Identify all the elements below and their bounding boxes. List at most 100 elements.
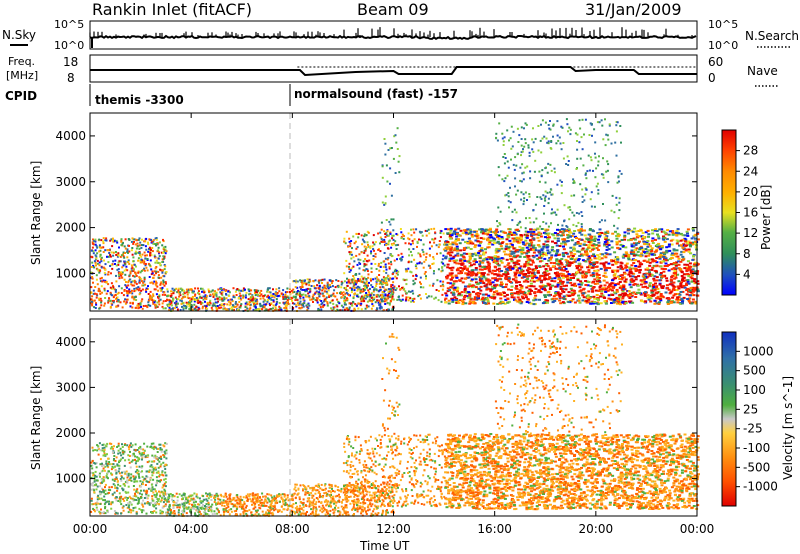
heatmap-cell xyxy=(621,276,624,279)
heatmap-cell xyxy=(384,279,387,281)
heatmap-cell xyxy=(361,238,364,241)
heatmap-cell xyxy=(308,291,311,294)
heatmap-cell xyxy=(343,272,346,275)
heatmap-cell xyxy=(689,265,693,268)
heatmap-cell xyxy=(383,290,386,292)
heatmap-cell xyxy=(255,308,258,311)
heatmap-cell xyxy=(585,271,588,274)
heatmap-cell xyxy=(467,291,471,294)
heatmap-cell xyxy=(164,300,167,302)
heatmap-cell xyxy=(606,231,610,234)
heatmap-cell xyxy=(600,290,604,293)
heatmap-cell xyxy=(139,303,142,306)
heatmap-cell xyxy=(488,283,492,286)
heatmap-cell xyxy=(190,298,193,301)
heatmap-cell xyxy=(370,271,373,273)
heatmap-cell xyxy=(278,305,281,308)
heatmap-cell xyxy=(221,291,224,294)
heatmap-cell xyxy=(301,303,304,306)
heatmap-cell xyxy=(141,261,143,264)
heatmap-cell xyxy=(647,258,651,261)
heatmap-cell xyxy=(455,297,459,300)
heatmap-cell xyxy=(463,296,467,298)
heatmap-cell xyxy=(317,307,320,310)
heatmap-cell xyxy=(452,255,456,258)
heatmap-cell xyxy=(159,282,162,285)
heatmap-cell xyxy=(167,299,170,302)
heatmap-cell xyxy=(585,280,589,283)
heatmap-cell xyxy=(447,299,451,302)
heatmap-cell xyxy=(457,292,461,295)
heatmap-cell xyxy=(96,262,99,265)
heatmap-cell xyxy=(164,293,167,296)
heatmap-cell xyxy=(389,300,392,303)
heatmap-cell xyxy=(547,232,551,235)
heatmap-cell xyxy=(365,304,368,307)
heatmap-cell xyxy=(219,297,222,299)
heatmap-cell xyxy=(525,236,529,239)
heatmap-cell xyxy=(127,279,130,282)
heatmap-cell xyxy=(282,293,284,296)
heatmap-cell xyxy=(138,281,141,284)
heatmap-cell xyxy=(503,295,507,298)
heatmap-cell xyxy=(399,257,402,260)
heatmap-cell xyxy=(149,298,152,301)
heatmap-cell xyxy=(441,266,444,269)
heatmap-cell xyxy=(605,281,609,284)
heatmap-cell xyxy=(490,272,494,275)
heatmap-cell xyxy=(679,232,683,235)
heatmap-cell xyxy=(301,306,304,309)
heatmap-cell xyxy=(138,237,141,240)
heatmap-cell xyxy=(522,276,526,279)
heatmap-cell xyxy=(375,285,378,287)
heatmap-cell xyxy=(376,299,379,302)
heatmap-cell xyxy=(673,274,677,277)
heatmap-cell xyxy=(419,255,422,258)
heatmap-cell xyxy=(225,293,227,295)
heatmap-cell xyxy=(553,280,557,283)
heatmap-cell xyxy=(620,239,624,241)
heatmap-cell xyxy=(486,278,490,281)
heatmap-cell xyxy=(689,276,693,279)
heatmap-cell xyxy=(559,230,563,233)
heatmap-cell xyxy=(98,244,101,247)
heatmap-cell xyxy=(111,300,114,302)
heatmap-cell xyxy=(175,300,178,303)
heatmap-cell xyxy=(487,231,491,234)
heatmap-cell xyxy=(404,290,407,293)
heatmap-cell xyxy=(341,281,344,284)
heatmap-cell xyxy=(645,242,649,245)
heatmap-cell xyxy=(379,286,382,289)
heatmap-cell xyxy=(677,257,681,260)
heatmap-cell xyxy=(494,232,497,235)
heatmap-cell xyxy=(484,277,488,280)
heatmap-cell xyxy=(356,289,359,292)
heatmap-cell xyxy=(153,301,156,304)
heatmap-cell xyxy=(122,264,125,267)
heatmap-cell xyxy=(139,261,142,264)
heatmap-cell xyxy=(449,278,453,281)
heatmap-cell xyxy=(123,256,126,259)
heatmap-cell xyxy=(634,230,638,233)
heatmap-cell xyxy=(564,295,568,298)
heatmap-cell xyxy=(497,264,501,267)
heatmap-cell xyxy=(125,285,128,288)
heatmap-cell xyxy=(282,295,285,298)
heatmap-cell xyxy=(616,275,620,278)
heatmap-cell xyxy=(233,309,235,311)
heatmap-cell xyxy=(567,294,571,297)
heatmap-cell xyxy=(329,283,331,286)
heatmap-cell xyxy=(162,281,165,284)
heatmap-cell xyxy=(655,257,659,260)
heatmap-cell xyxy=(462,252,466,255)
heatmap-cell xyxy=(308,280,311,283)
heatmap-cell xyxy=(686,272,690,275)
heatmap-cell xyxy=(131,284,134,287)
heatmap-cell xyxy=(392,242,395,245)
heatmap-cell xyxy=(694,281,698,284)
heatmap-cell xyxy=(691,290,695,293)
heatmap-cell xyxy=(576,241,580,243)
heatmap-cell xyxy=(407,267,410,270)
heatmap-cell xyxy=(148,238,151,241)
heatmap-cell xyxy=(301,288,304,291)
